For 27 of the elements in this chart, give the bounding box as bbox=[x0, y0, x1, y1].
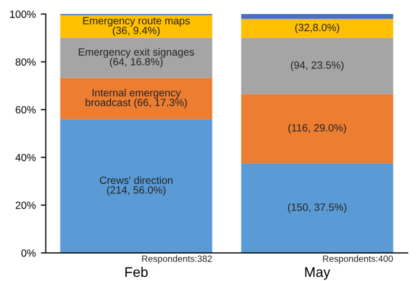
bar bbox=[241, 163, 394, 253]
data-label: (94, 23.5%) bbox=[290, 61, 344, 71]
data-label: Emergency route maps (36, 9.4%) bbox=[83, 17, 190, 36]
bar bbox=[241, 94, 394, 164]
y-tick-label: 40% bbox=[15, 154, 36, 162]
data-label: Internal emergency broadcast (66, 17.3%) bbox=[86, 88, 187, 108]
y-tick-label: 60% bbox=[16, 106, 36, 114]
data-label: Crews' direction (214, 56.0%) bbox=[100, 176, 172, 196]
y-tick-label: 0% bbox=[21, 249, 36, 257]
text: Respondents:400 bbox=[323, 255, 393, 264]
data-label: Emergency exit signages (64, 16.8%) bbox=[78, 48, 194, 68]
bar bbox=[60, 119, 212, 253]
data-label: (32,8.0%) bbox=[295, 24, 340, 34]
bar bbox=[60, 15, 212, 38]
y-tick-label: 100% bbox=[10, 10, 36, 18]
bar bbox=[60, 78, 212, 120]
bar bbox=[241, 38, 394, 94]
bar bbox=[241, 18, 394, 38]
data-label: (116, 29.0%) bbox=[288, 124, 346, 134]
y-tick-label: 20% bbox=[16, 202, 36, 210]
bar bbox=[60, 38, 212, 78]
x-tick-label: Feb bbox=[125, 266, 148, 277]
bar bbox=[241, 14, 394, 19]
y-tick-label: 80% bbox=[16, 58, 36, 66]
x-tick-label: May bbox=[305, 267, 330, 280]
data-label: (150, 37.5%) bbox=[288, 203, 346, 213]
text: Respondents:382 bbox=[142, 255, 212, 264]
